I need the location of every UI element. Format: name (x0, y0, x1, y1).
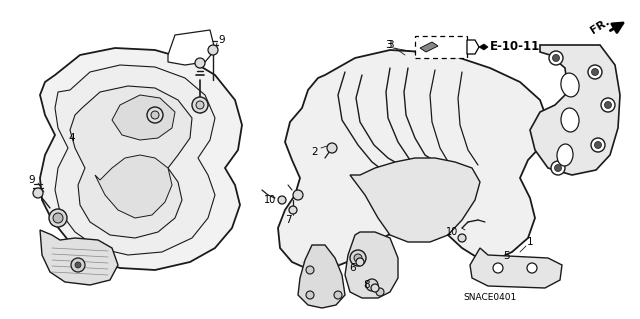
Ellipse shape (557, 144, 573, 166)
Text: SNACE0401: SNACE0401 (463, 293, 516, 302)
Circle shape (33, 188, 43, 198)
FancyBboxPatch shape (415, 36, 467, 58)
Text: 1: 1 (527, 237, 533, 247)
Text: 3: 3 (387, 40, 394, 50)
Polygon shape (112, 95, 175, 140)
Polygon shape (55, 65, 215, 255)
Circle shape (151, 111, 159, 119)
Circle shape (278, 196, 286, 204)
Text: 9: 9 (219, 35, 225, 45)
Circle shape (366, 279, 378, 291)
Text: 2: 2 (312, 147, 318, 157)
Circle shape (293, 190, 303, 200)
Text: E-10-11: E-10-11 (490, 41, 540, 54)
Circle shape (53, 213, 63, 223)
Text: 10: 10 (264, 195, 276, 205)
Polygon shape (70, 86, 192, 238)
Text: 5: 5 (504, 251, 510, 261)
Text: 3: 3 (385, 40, 391, 50)
Circle shape (147, 107, 163, 123)
Circle shape (208, 45, 218, 55)
Circle shape (554, 165, 561, 172)
Circle shape (601, 98, 615, 112)
Ellipse shape (561, 73, 579, 97)
Circle shape (195, 58, 205, 68)
Polygon shape (530, 45, 620, 175)
Polygon shape (298, 245, 345, 308)
Polygon shape (40, 48, 242, 270)
Circle shape (289, 206, 297, 214)
Text: 9: 9 (29, 175, 35, 185)
Circle shape (306, 291, 314, 299)
Polygon shape (168, 30, 215, 65)
Text: 6: 6 (349, 263, 356, 273)
Text: 8: 8 (364, 280, 371, 290)
Circle shape (356, 258, 364, 266)
Polygon shape (278, 50, 548, 270)
Polygon shape (420, 42, 438, 52)
Circle shape (371, 284, 379, 292)
Polygon shape (95, 155, 172, 218)
Circle shape (588, 65, 602, 79)
Circle shape (192, 97, 208, 113)
Circle shape (551, 161, 565, 175)
Circle shape (327, 143, 337, 153)
Circle shape (527, 263, 537, 273)
Text: 4: 4 (68, 133, 76, 143)
Circle shape (196, 101, 204, 109)
Polygon shape (467, 40, 479, 54)
Circle shape (376, 288, 384, 296)
Circle shape (71, 258, 85, 272)
Circle shape (306, 266, 314, 274)
Polygon shape (479, 44, 488, 50)
Circle shape (595, 142, 602, 149)
Polygon shape (470, 248, 562, 288)
Polygon shape (345, 232, 398, 298)
Circle shape (458, 234, 466, 242)
Text: FR.: FR. (589, 16, 611, 36)
Circle shape (49, 209, 67, 227)
Text: 10: 10 (446, 227, 458, 237)
Circle shape (591, 138, 605, 152)
Circle shape (605, 101, 611, 108)
Circle shape (334, 291, 342, 299)
Ellipse shape (561, 108, 579, 132)
Circle shape (350, 250, 366, 266)
Circle shape (591, 69, 598, 76)
Polygon shape (350, 158, 480, 242)
Text: 7: 7 (285, 215, 291, 225)
Circle shape (549, 51, 563, 65)
Circle shape (354, 254, 362, 262)
Circle shape (552, 55, 559, 62)
Circle shape (75, 262, 81, 268)
Polygon shape (40, 230, 118, 285)
Circle shape (493, 263, 503, 273)
